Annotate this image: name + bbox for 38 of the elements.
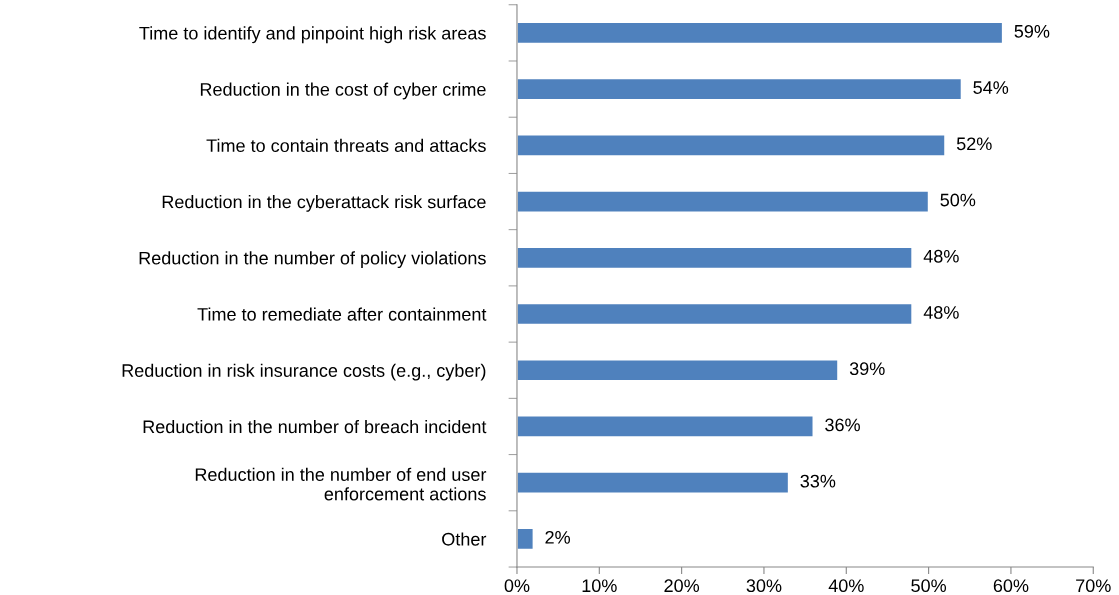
y-tick-label: Time to remediate after containment [197, 307, 487, 321]
data-label: 48% [923, 306, 959, 319]
y-tick-label: Reduction in the number of policy violations [139, 251, 486, 269]
y-tick-label: Time to contain threats and attacks [206, 138, 486, 153]
data-label: 36% [825, 418, 860, 432]
y-tick-label: Reduction in the cyberattack risk surface [162, 195, 486, 212]
y-tick-label: Reduction in the number of breach incident [143, 419, 487, 434]
bar [516, 358, 839, 382]
x-tick-label: 0% [504, 579, 530, 593]
x-tick-label: 20% [664, 579, 700, 593]
bar [516, 302, 913, 326]
bar [516, 190, 930, 214]
data-label: 52% [956, 137, 992, 151]
x-tick-label: 30% [746, 579, 782, 593]
data-label: 39% [849, 362, 885, 376]
y-tick-label: Other [442, 532, 487, 546]
bar [516, 527, 535, 551]
y-tick-label: Reduction in the number of end user enforcement actions [195, 467, 487, 501]
x-tick-label: 60% [993, 579, 1029, 593]
y-tick-label: Time to identify and pinpoint high risk areas [139, 26, 486, 44]
bar [516, 21, 1004, 45]
y-tick-label: Reduction in the cost of cyber crime [200, 82, 486, 100]
data-label: 33% [800, 474, 836, 488]
bar [516, 414, 815, 438]
x-tick-label: 50% [911, 579, 947, 593]
data-label: 2% [545, 530, 571, 544]
data-label: 50% [940, 193, 976, 207]
bar [516, 77, 963, 101]
data-label: 48% [923, 249, 959, 263]
x-tick-label: 40% [828, 579, 864, 593]
data-label: 54% [973, 81, 1009, 94]
bar [516, 246, 913, 270]
bar [516, 471, 790, 495]
bar [516, 133, 946, 157]
x-tick-label: 70% [1076, 579, 1111, 593]
data-label: 59% [1014, 24, 1050, 38]
y-tick-label: Reduction in risk insurance costs (e.g., cyber) [122, 363, 486, 381]
x-tick-label: 10% [582, 579, 617, 593]
